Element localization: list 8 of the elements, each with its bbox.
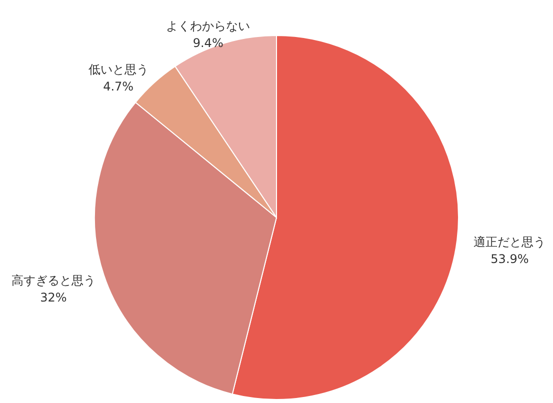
slice-label: 高すぎると思う <box>11 273 96 288</box>
data-label: 32% <box>40 290 67 304</box>
data-label: 9.4% <box>192 36 224 50</box>
slice-label: 適正だと思う <box>474 234 546 249</box>
data-label: 4.7% <box>103 80 134 94</box>
slice-label: よくわからない <box>166 19 250 34</box>
slice-label: 低いと思う <box>88 62 148 77</box>
data-label: 53.9% <box>490 252 529 266</box>
